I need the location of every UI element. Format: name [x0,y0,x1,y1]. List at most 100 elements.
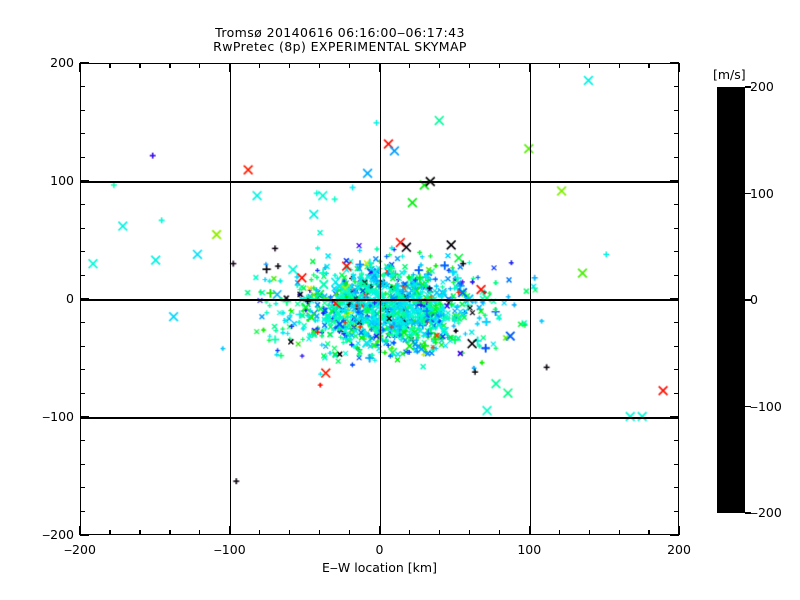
y-axis-tick-right [674,510,679,513]
x-axis-tick-label: 100 [517,542,542,557]
x-axis-tick-top [408,63,411,68]
y-axis-tick-label: 200 [50,55,74,70]
x-axis-tick [468,530,471,535]
y-axis-tick [80,298,89,300]
y-axis-tick-right [674,440,679,442]
y-axis-tick [80,322,85,324]
x-gridline [529,64,531,534]
x-axis-tick-top [139,63,141,68]
y-axis-tick-right [670,180,679,182]
x-axis-tick-top [498,63,500,68]
colorbar-tick-label: ‒100 [750,398,782,414]
y-axis-title-wrapper: N‒S location [km] [0,210,125,230]
y-axis-tick-label: ‒200 [42,527,74,542]
y-axis-tick [80,109,85,111]
x-axis-tick-top [109,63,111,68]
x-axis-tick [438,530,441,535]
y-axis-tick-right [674,109,679,111]
y-axis-tick [80,274,85,277]
y-axis-tick [80,510,85,513]
x-axis-tick [498,530,500,535]
y-axis-tick [80,345,85,347]
y-axis-tick-label: ‒100 [42,409,74,424]
y-axis-tick [80,156,85,159]
colorbar-tick-label: ‒200 [750,505,782,520]
y-axis-tick-right [674,463,679,465]
x-gridline [230,64,232,534]
x-axis-tick-top [348,63,351,68]
y-axis-tick-right [674,156,679,159]
x-axis-tick-label: 0 [375,542,384,557]
colorbar-gradient [717,87,745,513]
y-axis-tick [80,392,85,395]
x-axis-tick-top [468,63,471,68]
y-gridline [81,299,678,301]
y-axis-tick [80,440,85,442]
x-axis-tick [558,530,560,535]
colorbar-tick [745,512,751,514]
y-axis-tick [80,62,89,64]
x-axis-tick [289,530,291,535]
y-axis-tick [80,534,89,536]
x-axis-tick [678,526,680,535]
y-axis-tick-right [674,274,679,277]
x-axis-tick-top [289,63,291,68]
x-axis-tick-top [229,63,231,72]
x-axis-tick-label: 200 [667,542,691,557]
y-axis-tick-right [674,86,679,88]
y-axis-tick [80,251,85,253]
y-axis-tick [80,487,85,489]
x-axis-tick [348,530,351,535]
colorbar-tick [745,86,751,88]
x-axis-title: E‒W location [km] [322,560,437,575]
x-axis-tick-top [319,63,321,68]
x-axis-tick-label: ‒200 [64,542,96,557]
colorbar-tick-label: 0 [750,292,758,307]
colorbar-tick-label: 100 [750,185,774,201]
x-axis-tick-label: ‒100 [213,542,246,557]
figure-title-line-1: Tromsø 20140616 06:16:00‒06:17:43 [215,25,465,40]
x-axis-tick [618,530,620,535]
x-axis-tick [139,530,141,535]
y-axis-tick [80,463,85,465]
x-axis-tick [528,526,530,535]
y-axis-tick [80,416,89,418]
colorbar-tick [745,299,751,301]
y-axis-tick [80,204,85,206]
x-axis-tick-top [528,63,530,72]
x-gridline [379,64,382,534]
y-axis-tick-right [674,487,679,489]
x-axis-tick [648,530,650,535]
y-axis-tick-right [674,204,679,206]
x-axis-tick [378,526,381,535]
y-gridline [81,181,678,183]
x-axis-tick-top [259,63,261,68]
y-axis-tick [80,86,85,88]
y-axis-tick [80,369,85,371]
colorbar-tick [745,192,751,195]
scatter-plot-area [80,63,679,535]
y-axis-tick [80,180,89,182]
x-axis-tick [79,526,81,535]
y-axis-tick-right [670,416,679,418]
x-axis-tick [199,530,201,535]
x-axis-tick-top [169,63,171,68]
y-axis-tick-right [670,534,679,536]
y-axis-tick-right [670,298,679,300]
y-axis-tick-right [674,369,679,371]
y-axis-tick-label: 0 [66,291,74,306]
y-axis-tick-right [674,251,679,253]
x-axis-tick [109,530,111,535]
figure-title-line-2: RwPretec (8p) EXPERIMENTAL SKYMAP [213,39,467,54]
x-axis-tick-top [558,63,560,68]
x-axis-tick [408,530,411,535]
figure-title: Tromsø 20140616 06:16:00‒06:17:43 RwPret… [0,26,680,54]
x-axis-tick-top [79,63,81,72]
x-axis-tick-top [378,63,381,72]
colorbar-tick-label: 200 [750,79,774,94]
x-axis-tick [169,530,171,535]
y-axis-tick-right [674,227,679,229]
x-axis-tick-top [678,63,680,72]
scatter-data-canvas [81,64,678,534]
